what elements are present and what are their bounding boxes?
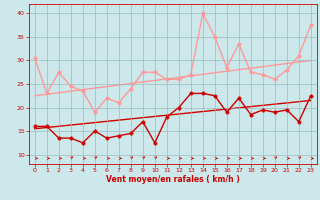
X-axis label: Vent moyen/en rafales ( km/h ): Vent moyen/en rafales ( km/h ) xyxy=(106,175,240,184)
